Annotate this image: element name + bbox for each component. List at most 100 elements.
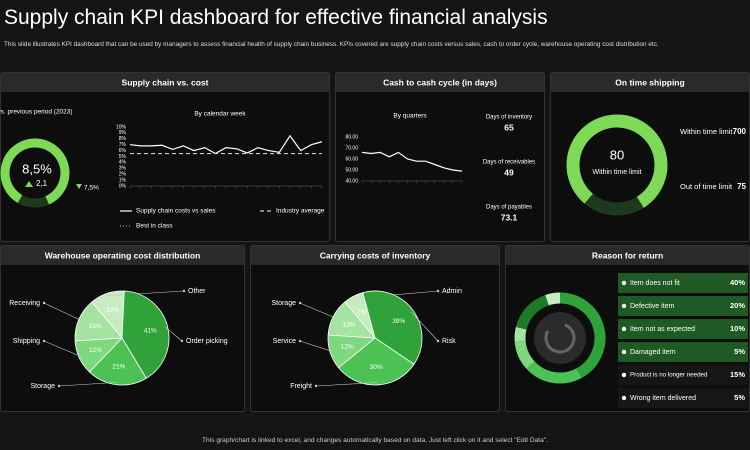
charts: Supply chain vs. cost Cash to cash cycle … [0, 72, 750, 412]
donut-segment [559, 292, 606, 379]
legend-value: 700 [733, 127, 747, 136]
stat-label: Days of receivables [483, 160, 535, 166]
category-label: Other [188, 288, 206, 295]
donut-inner [534, 312, 586, 364]
y-tick-label: 7% [119, 142, 127, 148]
leader-line [58, 382, 118, 387]
row-label: Product is no longer needed [630, 372, 708, 379]
y-tick-label: 4% [119, 160, 127, 166]
row-value: 20% [730, 301, 745, 310]
category-label: Order picking [186, 338, 228, 345]
slice-label: 41% [144, 328, 157, 335]
row-label: Defective item [630, 303, 675, 310]
donut-value: 80 [610, 147, 624, 162]
slice-label: 12% [89, 347, 102, 354]
stat-value: 73.1 [501, 212, 518, 222]
y-tick-label: 70.00 [345, 145, 358, 151]
pie-slice [337, 337, 415, 386]
gauge-change: 7,5% [84, 185, 99, 192]
table-row [618, 388, 748, 408]
panel [335, 72, 545, 242]
table-row [618, 296, 748, 316]
slice-label: 39% [392, 318, 405, 325]
category-label: Freight [290, 383, 312, 390]
stat-value: 49 [504, 167, 514, 177]
row-bullet [621, 395, 627, 401]
slice-label: 30% [370, 364, 383, 371]
slice-label: 15% [89, 323, 102, 330]
leader-line [299, 302, 336, 319]
footer-note: This graph/chart is linked to excel, and… [202, 437, 548, 444]
donut-segment [526, 361, 582, 384]
table-row [618, 342, 748, 362]
legend-label: Out of time limit [680, 182, 733, 191]
category-label: Receiving [9, 300, 40, 307]
row-bullet [621, 303, 627, 309]
donut-label: Within time limit [592, 169, 641, 176]
row-value: 10% [730, 324, 745, 333]
leader-dot [298, 301, 302, 305]
gauge-previous: 2,1 [36, 179, 48, 188]
y-tick-label: 60.00 [345, 156, 358, 162]
leader-line [43, 340, 82, 358]
stat-value: 65 [504, 122, 514, 132]
y-tick-label: 8% [119, 136, 127, 142]
category-label: Service [273, 338, 296, 345]
pie-slice [362, 290, 423, 365]
page-subtitle: This slide illustrates KPI dashboard tha… [4, 41, 659, 48]
row-bullet [621, 326, 627, 332]
panel-header [551, 73, 749, 92]
chart-subtitle: By quarters [393, 113, 427, 120]
row-value: 40% [730, 278, 745, 287]
y-tick-label: 5% [119, 154, 127, 160]
y-tick-label: 50.00 [345, 167, 358, 173]
gauge-label: vs. previous period (2023) [0, 109, 73, 116]
down-arrow [76, 184, 82, 189]
legend-value: 75 [737, 182, 746, 191]
leader-dot [180, 339, 184, 343]
category-label: Storage [30, 383, 55, 390]
leader-line [165, 326, 183, 342]
gauge-arc [0, 138, 70, 205]
leader-dot [182, 289, 186, 293]
y-tick-label: 3% [119, 166, 127, 172]
panel-title: On time shipping [615, 77, 684, 87]
panel [0, 72, 330, 242]
leader-line [315, 382, 378, 387]
panel-title: Carrying costs of inventory [320, 250, 431, 260]
category-label: Risk [442, 338, 456, 345]
row-bullet [621, 349, 627, 355]
panel-title: Cash to cash cycle (in days) [383, 77, 497, 87]
leader-dot [314, 384, 318, 388]
donut-segment [515, 294, 550, 330]
leader-line [43, 302, 82, 321]
series-line [361, 151, 463, 172]
legend-label: Supply chain costs vs sales [136, 208, 216, 215]
panel-header [336, 73, 544, 92]
y-tick-label: 80.00 [345, 134, 358, 140]
y-tick-label: 9% [119, 130, 127, 136]
category-label: Admin [442, 288, 462, 295]
leader-dot [57, 384, 61, 388]
pie-slice [121, 290, 170, 379]
donut-segment [545, 292, 561, 306]
series-line [129, 134, 323, 155]
donut-arc [566, 114, 668, 208]
y-tick-label: 10% [116, 124, 127, 130]
panel-header [1, 73, 329, 92]
leader-dot [42, 301, 46, 305]
slice-label: 12% [341, 344, 354, 351]
page-title: Supply chain KPI dashboard for effective… [4, 6, 548, 29]
row-bullet [621, 372, 627, 378]
donut-segment [514, 340, 535, 369]
leader-dot [436, 289, 440, 293]
panel-title: Warehouse operating cost distribution [45, 250, 201, 260]
pie-slice [88, 337, 147, 386]
row-bullet [621, 280, 627, 286]
leader-line [299, 340, 333, 352]
panel-title: Reason for return [592, 250, 663, 260]
leader-line [411, 311, 439, 342]
row-value: 5% [734, 347, 745, 356]
gauge-value: 8,5% [22, 161, 52, 176]
